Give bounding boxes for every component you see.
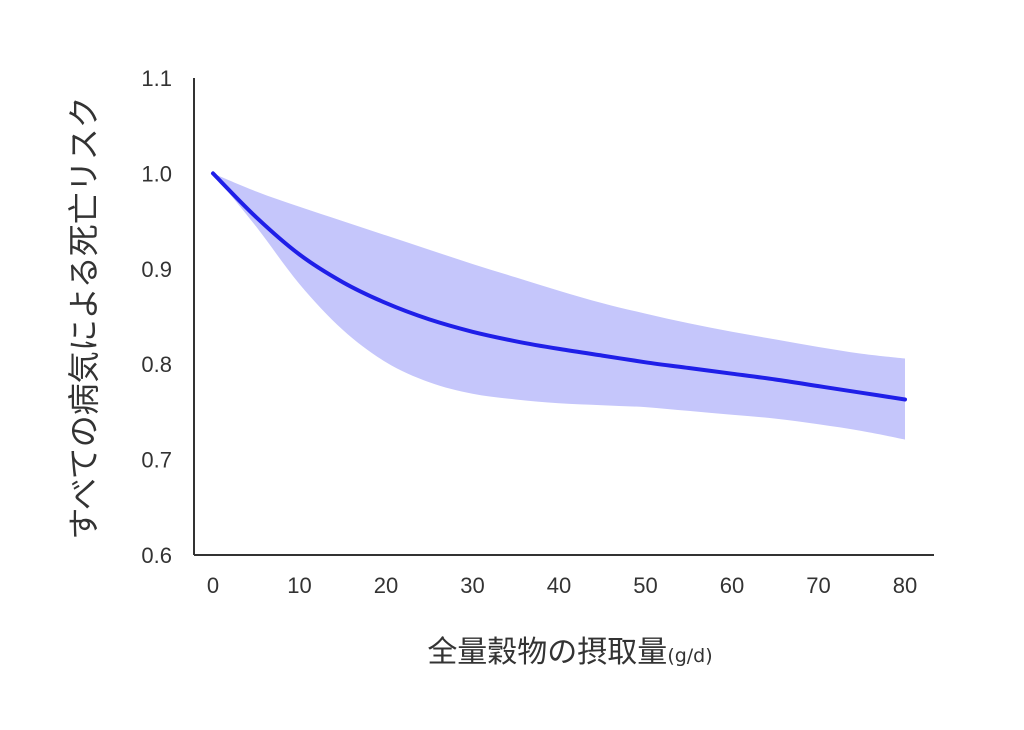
x-tick-label: 10 (287, 573, 311, 598)
x-axis-label: 全量穀物の摂取量(g/d) (427, 635, 712, 670)
x-tick-label: 30 (460, 573, 484, 598)
y-tick-label: 1.0 (141, 161, 172, 186)
x-tick-label: 0 (207, 573, 219, 598)
series-line (211, 171, 907, 402)
y-tick-label: 0.9 (141, 257, 172, 282)
y-tick-label: 0.7 (141, 448, 172, 473)
x-tick-label: 50 (633, 573, 657, 598)
x-axis-ticks: 0 10 20 30 40 50 60 70 80 (207, 573, 917, 598)
confidence-band (213, 173, 905, 440)
plot-area (211, 171, 907, 440)
x-tick-label: 20 (374, 573, 398, 598)
x-axis-label-unit: (g/d) (667, 645, 712, 667)
x-tick-label: 40 (547, 573, 571, 598)
x-tick-label: 70 (806, 573, 830, 598)
x-tick-label: 60 (720, 573, 744, 598)
x-tick-label: 80 (893, 573, 917, 598)
y-axis-ticks: 0.6 0.7 0.8 0.9 1.0 1.1 (141, 66, 172, 568)
y-axis-label: すべての病気による死亡リスク (65, 96, 103, 540)
y-tick-label: 1.1 (141, 66, 172, 91)
y-tick-label: 0.6 (141, 543, 172, 568)
x-axis-label-main: 全量穀物の摂取量 (427, 635, 667, 670)
y-tick-label: 0.8 (141, 352, 172, 377)
